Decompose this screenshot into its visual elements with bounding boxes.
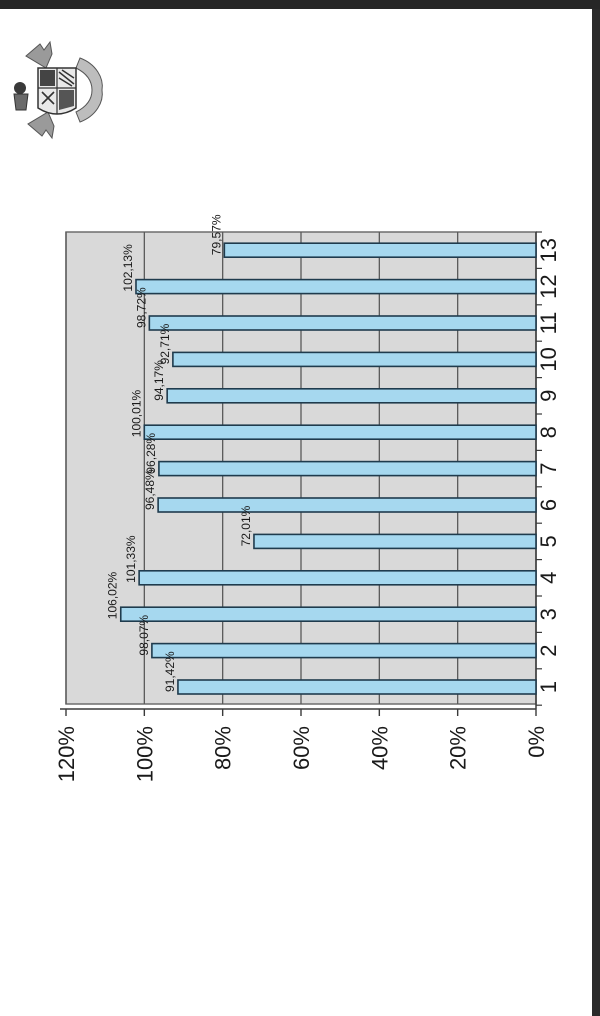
bar bbox=[119, 606, 537, 623]
category-tick-label: 8 bbox=[536, 426, 561, 438]
right-border bbox=[592, 9, 600, 1016]
value-tick-label: 60% bbox=[289, 726, 314, 770]
value-tick-label: 80% bbox=[211, 726, 236, 770]
category-tick-label: 3 bbox=[536, 608, 561, 620]
data-label: 91,42% bbox=[163, 651, 177, 692]
category-tick-label: 7 bbox=[536, 462, 561, 474]
bar bbox=[166, 387, 537, 404]
data-label: 102,13% bbox=[121, 244, 135, 292]
bar bbox=[143, 424, 537, 441]
category-tick-label: 5 bbox=[536, 535, 561, 547]
data-label: 98,72% bbox=[134, 287, 148, 328]
data-label: 96,28% bbox=[144, 433, 158, 474]
data-label: 101,33% bbox=[124, 535, 138, 583]
bar bbox=[223, 242, 537, 258]
category-tick-label: 4 bbox=[536, 572, 561, 584]
data-label: 72,01% bbox=[239, 505, 253, 546]
data-label: 96,48% bbox=[143, 469, 157, 510]
bar bbox=[135, 278, 537, 295]
category-tick-label: 9 bbox=[536, 390, 561, 402]
data-label: 100,01% bbox=[129, 389, 143, 437]
category-tick-label: 13 bbox=[536, 238, 561, 262]
bar bbox=[253, 533, 537, 550]
data-label: 98,07% bbox=[137, 615, 151, 656]
bar bbox=[148, 315, 537, 331]
category-tick-label: 6 bbox=[536, 499, 561, 511]
value-tick-label: 120% bbox=[54, 726, 79, 782]
value-tick-label: 40% bbox=[367, 726, 392, 770]
bar bbox=[157, 497, 537, 513]
data-label: 79,57% bbox=[209, 214, 223, 255]
bar bbox=[151, 642, 537, 659]
bar bbox=[177, 679, 537, 695]
top-border bbox=[0, 0, 600, 9]
value-tick-label: 0% bbox=[524, 726, 549, 758]
category-tick-label: 10 bbox=[536, 347, 561, 371]
data-label: 92,71% bbox=[158, 323, 172, 364]
value-tick-label: 20% bbox=[446, 726, 471, 770]
bar bbox=[158, 460, 537, 477]
category-tick-label: 12 bbox=[536, 274, 561, 298]
bar bbox=[138, 569, 537, 586]
data-label: 106,02% bbox=[106, 571, 120, 619]
data-label: 94,17% bbox=[152, 360, 166, 401]
category-tick-label: 2 bbox=[536, 644, 561, 656]
bar bbox=[172, 351, 537, 368]
coat-of-arms-icon bbox=[13, 40, 103, 140]
value-tick-label: 100% bbox=[132, 726, 157, 782]
category-tick-label: 1 bbox=[536, 681, 561, 693]
category-tick-label: 11 bbox=[536, 312, 561, 335]
